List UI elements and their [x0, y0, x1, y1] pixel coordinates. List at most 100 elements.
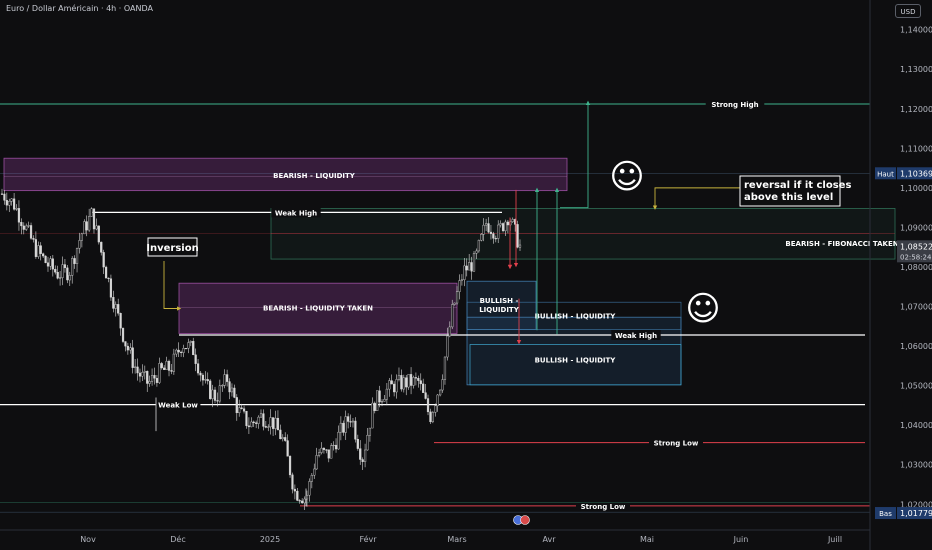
candle-body — [393, 383, 396, 393]
candle-body — [37, 245, 40, 257]
candle-body — [10, 198, 13, 202]
candle-body — [516, 224, 519, 248]
candle-body — [380, 401, 384, 403]
candle-body — [361, 459, 364, 462]
level-label-bg — [271, 207, 321, 218]
candle-body — [61, 264, 64, 278]
candle-body — [424, 392, 427, 399]
inversion-label: Inversion — [146, 243, 198, 254]
candle-body — [320, 447, 323, 453]
candle-body — [216, 400, 219, 402]
candle-body — [184, 348, 188, 350]
candle-body — [63, 264, 67, 269]
candle-body — [119, 313, 122, 329]
candle-body — [228, 381, 231, 393]
chart-candles — [0, 188, 522, 511]
level-label-bg — [649, 437, 703, 448]
candle-body — [480, 233, 483, 241]
level-label-bg — [705, 99, 765, 110]
currency-button[interactable]: USD — [895, 4, 921, 18]
level-label: Weak High — [615, 332, 657, 340]
level-label-bg — [576, 500, 630, 511]
candle-body — [351, 420, 355, 423]
candle-body — [363, 449, 367, 462]
price-badge-bg — [897, 507, 932, 520]
candle-body — [434, 405, 437, 413]
candle-body — [194, 354, 197, 364]
candle-body — [405, 377, 408, 388]
candle-body — [206, 379, 209, 382]
candle-body — [97, 225, 100, 243]
candle-body — [477, 240, 480, 252]
candle-body — [192, 341, 195, 356]
candle-body — [141, 372, 144, 377]
candle-body — [281, 437, 284, 440]
candle-body — [90, 208, 93, 217]
candle-body — [371, 402, 374, 429]
candle-body — [453, 302, 456, 305]
candle-body — [213, 389, 217, 401]
candle-body — [15, 208, 18, 210]
candle-body — [68, 275, 71, 281]
price-axis[interactable]: 1,14000 1,13000 1,12000 1,11000 1,10000 1,090… — [869, 0, 932, 550]
candle-body — [39, 245, 42, 254]
candle-body — [85, 221, 88, 231]
candle-body — [458, 280, 461, 292]
candle-body — [187, 342, 190, 349]
candle-body — [296, 490, 299, 501]
candle-body — [325, 449, 328, 451]
candle-body — [153, 375, 156, 379]
candle-body — [385, 388, 388, 400]
candle-body — [204, 379, 207, 381]
candle-body — [114, 304, 117, 309]
x-tick-label: Juill — [827, 535, 842, 544]
candle-body — [354, 420, 357, 440]
candle-body — [446, 335, 449, 358]
candle-body — [240, 407, 243, 409]
candle-body — [182, 348, 185, 353]
candle-body — [17, 208, 21, 223]
candle-body — [501, 223, 505, 232]
candle-body — [436, 394, 439, 407]
candle-body — [308, 481, 311, 496]
candle-body — [3, 193, 6, 201]
candle-body — [163, 367, 166, 370]
candle-body — [95, 225, 98, 230]
candle-body — [492, 233, 495, 239]
x-tick-label: Mars — [447, 535, 466, 544]
candle-body — [34, 239, 37, 257]
price-badge-value: 1,01779 — [900, 509, 932, 518]
candle-body — [262, 413, 265, 427]
candle-body — [383, 399, 386, 402]
candle-body — [339, 422, 342, 433]
zone-label: BULLISH - LIQUIDITY — [535, 313, 617, 321]
candle-body — [269, 417, 272, 428]
candle-body — [494, 238, 497, 240]
candle-body — [373, 402, 376, 411]
level-label: Strong Low — [654, 440, 699, 448]
candle-body — [209, 380, 212, 399]
candle-body — [465, 265, 468, 271]
time-axis[interactable]: Nov Déc 2025 Févr Mars Avr Mai Juin Juill — [0, 529, 870, 544]
candle-body — [189, 341, 192, 343]
candle-body — [451, 304, 454, 328]
candle-body — [100, 241, 103, 253]
candle-body — [201, 374, 205, 381]
price-badge-label-bg — [875, 507, 896, 520]
candle-body — [165, 360, 168, 370]
candle-body — [66, 267, 69, 281]
zone-label: BEARISH - FIBONACCI TAKEN — [785, 240, 898, 248]
candle-body — [417, 378, 420, 381]
liquidity-zone — [178, 282, 458, 334]
candle-body — [356, 439, 359, 449]
candle-body — [250, 421, 253, 428]
candle-body — [129, 347, 132, 351]
candle-body — [247, 425, 250, 428]
smiley-icon: ☺ — [685, 289, 720, 329]
liquidity-zone-inner — [466, 301, 682, 330]
candle-body — [286, 440, 289, 457]
candle-body — [349, 421, 352, 423]
liquidity-zone-inner — [469, 344, 682, 386]
candle-body — [460, 279, 464, 281]
